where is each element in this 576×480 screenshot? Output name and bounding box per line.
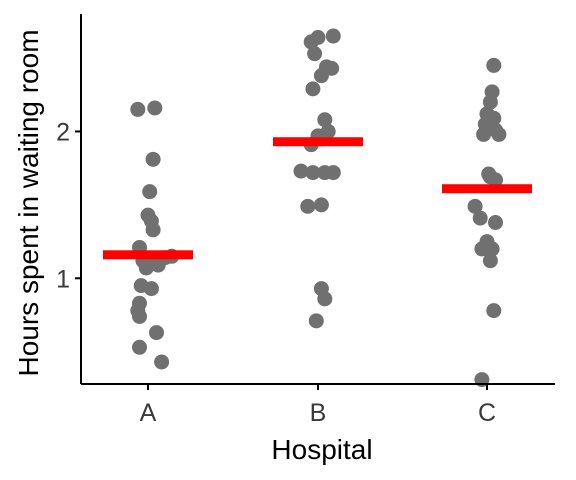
data-point (132, 339, 147, 355)
data-point (143, 281, 159, 297)
data-point (132, 308, 147, 324)
y-tick-label: 2 (56, 118, 70, 146)
data-point (491, 126, 507, 142)
data-point (300, 198, 316, 214)
data-point (486, 57, 502, 73)
data-point (313, 197, 329, 213)
data-point (486, 303, 502, 319)
data-point (488, 214, 503, 230)
data-point (149, 325, 164, 341)
data-point (154, 354, 170, 370)
data-point (476, 126, 492, 142)
data-point (484, 241, 500, 257)
data-point (147, 100, 163, 116)
data-point (317, 112, 333, 128)
x-tick-label: A (140, 399, 157, 427)
y-axis-title: Hours spent in waiting room (13, 29, 44, 376)
data-point (482, 253, 498, 269)
data-point (138, 260, 154, 276)
data-point (308, 313, 324, 329)
data-point (305, 165, 321, 181)
x-tick-label: C (478, 399, 496, 427)
data-point (145, 151, 161, 167)
data-point (145, 222, 161, 238)
data-point (467, 198, 483, 214)
data-point (325, 28, 341, 44)
mean-bar (442, 184, 532, 194)
group-C (442, 57, 532, 388)
data-point (482, 94, 498, 110)
data-point (310, 29, 326, 45)
data-point (307, 46, 323, 62)
data-point (313, 68, 329, 84)
y-tick-label: 1 (56, 265, 70, 293)
mean-bar (273, 137, 363, 147)
data-point (293, 163, 309, 179)
mean-bar (103, 250, 193, 260)
group-B (273, 28, 363, 329)
data-point (317, 291, 333, 307)
data-point (142, 184, 158, 200)
ticks: 1 2 A B C (56, 118, 496, 427)
data-point (472, 210, 488, 226)
x-tick-label: B (310, 399, 327, 427)
group-A (103, 100, 193, 370)
x-axis-title: Hospital (271, 434, 372, 465)
data-point (130, 101, 146, 117)
plot-area (103, 28, 532, 388)
data-point (488, 172, 503, 188)
data-point (325, 165, 341, 181)
data-point (305, 81, 321, 97)
